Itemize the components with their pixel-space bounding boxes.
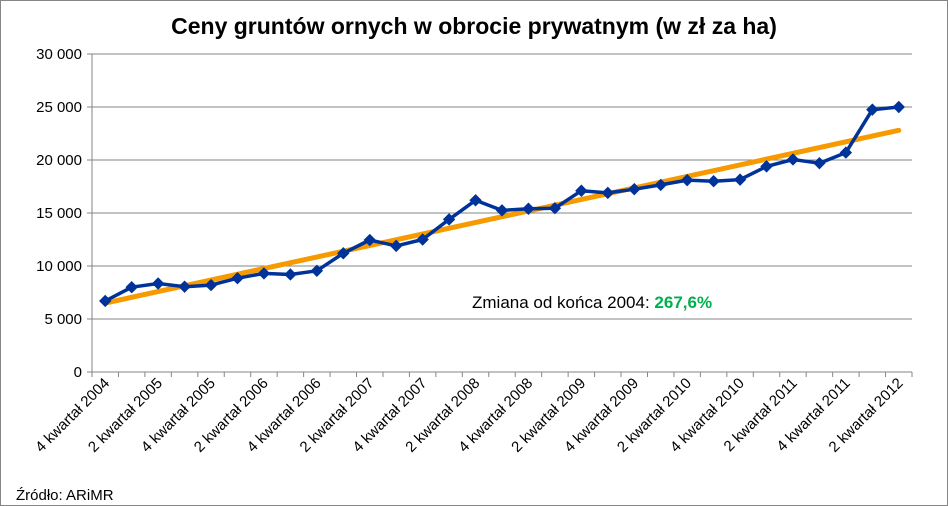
change-annotation-value: 267,6% — [654, 293, 712, 312]
data-point — [601, 186, 615, 200]
y-tick-label: 30 000 — [36, 46, 82, 63]
y-tick-label: 5 000 — [44, 311, 82, 328]
data-point — [760, 160, 773, 173]
data-point — [204, 278, 218, 292]
data-point — [522, 202, 535, 215]
chart-title: Ceny gruntów ornych w obrocie prywatnym … — [171, 13, 777, 39]
data-point — [866, 103, 879, 116]
source-note: Źródło: ARiMR — [16, 487, 114, 504]
y-tick-label: 15 000 — [36, 205, 82, 222]
data-point — [337, 247, 350, 260]
trend-line-path — [102, 127, 902, 306]
y-tick-label: 20 000 — [36, 152, 82, 169]
change-annotation-text: Zmiana od końca 2004: — [472, 293, 654, 312]
data-point — [257, 267, 271, 280]
data-point — [442, 213, 456, 226]
y-tick-label: 0 — [74, 364, 82, 381]
data-point — [786, 153, 800, 166]
y-tick-label: 10 000 — [36, 258, 82, 275]
data-point — [495, 204, 509, 217]
y-axis-ticks: 0 5 000 10 000 15 000 20 000 25 000 30 000 — [36, 46, 92, 381]
data-point — [284, 268, 297, 281]
data-point — [151, 277, 165, 290]
change-annotation: Zmiana od końca 2004: 267,6% — [472, 293, 712, 312]
data-point — [548, 202, 562, 215]
data-point — [575, 184, 588, 197]
data-point — [389, 239, 403, 253]
data-point — [892, 100, 905, 114]
data-point — [733, 173, 747, 186]
data-point — [310, 264, 324, 277]
data-point — [178, 280, 191, 293]
series-line — [104, 105, 899, 303]
grid — [92, 53, 912, 320]
data-point — [839, 146, 853, 159]
data-point — [125, 280, 138, 294]
data-point — [707, 174, 720, 188]
data-point — [680, 173, 694, 187]
data-point — [231, 271, 244, 285]
data-point — [363, 233, 376, 247]
data-point — [628, 182, 641, 196]
data-point — [416, 233, 429, 246]
data-point — [99, 294, 112, 308]
trend-line — [102, 127, 902, 306]
data-point — [813, 156, 826, 170]
data-point — [469, 194, 482, 207]
data-point — [654, 178, 667, 192]
y-tick-label: 25 000 — [36, 99, 82, 116]
price-series — [99, 100, 905, 308]
